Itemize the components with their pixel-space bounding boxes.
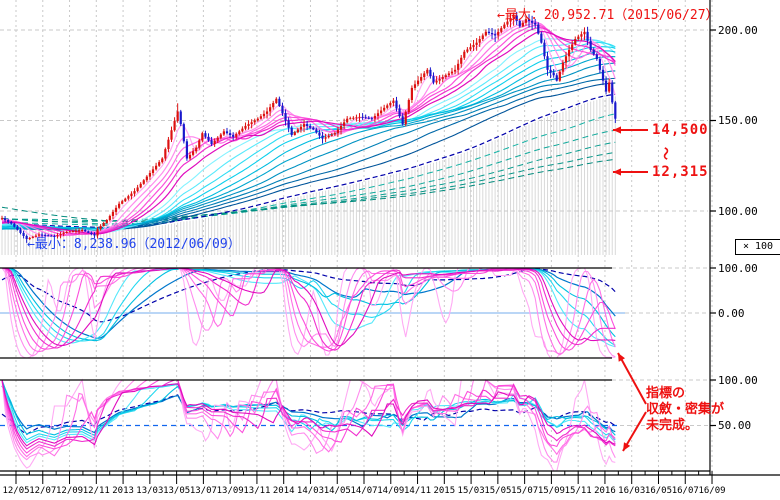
y-axis-label: 100.00 [718, 204, 758, 218]
rsi-panel-layer [0, 378, 620, 472]
x-axis-label: 2016 [594, 486, 616, 496]
x-axis-label: 13/03 [136, 486, 164, 496]
x-axis-label: 16/07 [671, 486, 699, 496]
x-axis-label: 15/05 [484, 486, 512, 496]
axis-multiplier-badge: × 100 [735, 239, 780, 255]
x-axis-label: 15/03 [457, 486, 485, 496]
candles-layer [0, 11, 617, 243]
x-axis-label: 12/07 [29, 486, 57, 496]
max-price-annotation: ←最大：20,952.71（2015/06/27） [497, 8, 719, 23]
x-axis-label: 15/11 [564, 486, 592, 496]
x-axis-label: 13/07 [189, 486, 217, 496]
x-axis-label: 14/11 [404, 486, 432, 496]
support-upper-annotation: 14,500 [652, 122, 709, 138]
indicator-note-line3: 未完成。 [646, 418, 699, 433]
x-axis-label: 13/05 [163, 486, 191, 496]
x-axis-label: 16/05 [644, 486, 673, 496]
x-axis-label: 15/09 [537, 486, 565, 496]
x-axis-label: 14/09 [377, 486, 405, 496]
indicator-note-line2: 収斂・密集が [646, 402, 725, 417]
x-axis-label: 15/07 [511, 486, 539, 496]
x-axis-label: 2013 [112, 486, 134, 496]
y-axis-label: 100.00 [718, 373, 758, 387]
x-axis-label: 14/03 [296, 486, 325, 496]
gridlines-layer [0, 0, 713, 471]
x-axis-label: 2014 [272, 486, 295, 496]
x-axis-label: 16/03 [618, 486, 646, 496]
y-axis-label: 100.00 [718, 261, 758, 275]
y-axis-label: 150.00 [718, 114, 758, 127]
y-axis-label: 200.00 [718, 23, 758, 37]
x-axis-label: 2015 [433, 486, 456, 496]
support-lower-annotation: 12,315 [652, 164, 709, 180]
x-axis-label: 13/11 [243, 486, 271, 496]
indicator-note-line1: 指標の [646, 386, 686, 401]
x-axis-label: 12/11 [82, 486, 110, 496]
annotation-arrows-layer [613, 126, 648, 452]
axes-layer [0, 0, 780, 484]
x-axis-label: 14/07 [350, 486, 378, 496]
x-axis-label: 12/09 [55, 486, 84, 496]
x-axis-label: 14/05 [323, 486, 351, 496]
support-tilde-annotation: 〜 [657, 146, 673, 161]
y-axis-label: 0.00 [718, 306, 745, 320]
rci-panel-layer [0, 267, 625, 359]
x-axis-label: 16/09 [698, 486, 726, 496]
y-axis-label: 50.00 [718, 419, 752, 432]
x-axis-label: 13/09 [216, 486, 244, 496]
min-price-annotation: ←最小：8,238.96（2012/06/09） [27, 237, 241, 252]
x-axis-label: 12/05 [2, 486, 30, 496]
